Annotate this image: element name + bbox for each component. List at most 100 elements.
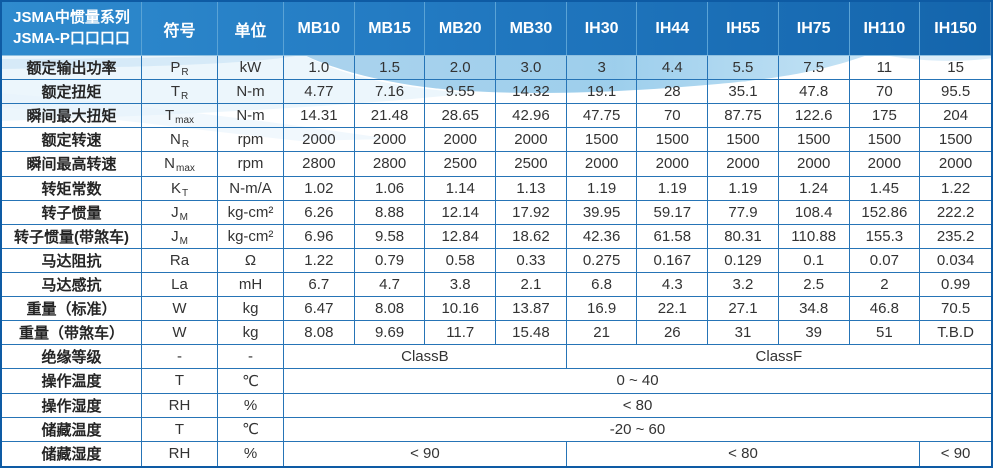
value-cell: 3.2 (708, 272, 779, 298)
row-label: 操作湿度 (2, 393, 143, 418)
span-value-cell: < 90 (284, 441, 567, 466)
value-cell: 1.24 (778, 176, 850, 201)
value-cell: 42.36 (566, 224, 638, 249)
symbol-base: - (177, 348, 183, 366)
value-cell: 39 (778, 321, 850, 346)
table-row: 绝缘等级 - - ClassB ClassF (2, 345, 991, 370)
value-cell: 70.5 (920, 297, 991, 322)
unit-cell: N-m (218, 104, 285, 129)
value-cell: 39.95 (566, 200, 638, 225)
value-cell: 47.8 (778, 80, 850, 105)
table-title-line2: JSMA-P口口口口 (13, 29, 130, 47)
row-label: 马达感抗 (2, 272, 143, 298)
value-cell: 31 (708, 321, 779, 346)
value-cell: 1500 (708, 128, 779, 153)
symbol-base: J (171, 203, 179, 221)
table-row: 储藏湿度 RH% < 90 < 80 < 90 (2, 441, 991, 466)
symbol-cell: JM (142, 224, 219, 249)
value-cell: 7.16 (354, 80, 426, 105)
row-label: 绝缘等级 (2, 345, 143, 370)
column-header-mb20: MB20 (425, 2, 497, 56)
value-cell: 70 (849, 80, 921, 105)
symbol-subscript: R (181, 67, 189, 79)
symbol-cell: W (142, 297, 219, 322)
symbol-base: K (170, 179, 181, 197)
value-cell: 1.02 (284, 176, 355, 201)
value-cell: 1.19 (637, 176, 709, 201)
symbol-base: T (174, 420, 185, 438)
value-cell: 2000 (778, 152, 850, 177)
value-cell: 2000 (496, 128, 567, 153)
symbol-base: N (164, 155, 175, 173)
symbol-cell: T (142, 369, 219, 394)
value-cell: 19.1 (566, 80, 638, 105)
symbol-cell: RH (142, 393, 219, 418)
value-cell: 235.2 (920, 225, 991, 249)
value-cell: 6.96 (284, 224, 355, 249)
unit-cell: kg (218, 321, 285, 346)
value-cell: 35.1 (708, 80, 779, 105)
table-row: 额定输出功率 PR kW 1.0 1.5 2.0 3.0 3 4.4 5.5 7.5 11 15 (2, 56, 991, 81)
value-cell: 9.58 (354, 224, 426, 249)
table-row: 瞬间最大扭矩 Tmax N-m 14.31 21.48 28.65 42.96 47.75 70… (2, 104, 991, 129)
value-cell: 42.96 (496, 104, 567, 129)
value-cell: 2000 (708, 152, 779, 177)
value-cell: 9.69 (354, 321, 426, 346)
value-cell: 28.65 (425, 104, 497, 129)
value-cell: 2000 (284, 128, 355, 153)
value-cell: 0.33 (496, 248, 567, 273)
value-cell: 18.62 (496, 224, 567, 249)
value-cell: 21.48 (354, 104, 426, 129)
value-cell: 12.84 (425, 224, 497, 249)
value-cell: 0.07 (849, 248, 921, 273)
value-cell: 16.9 (566, 297, 638, 322)
value-cell: 0.79 (354, 248, 426, 273)
value-cell: 2 (849, 272, 921, 298)
value-cell: 2000 (920, 152, 991, 177)
value-cell: 4.7 (354, 272, 426, 298)
value-cell: 1.06 (354, 176, 426, 201)
symbol-cell: W (142, 321, 219, 346)
symbol-cell: TR (142, 80, 219, 105)
column-header-mb30: MB30 (496, 2, 567, 56)
row-label: 操作温度 (2, 369, 143, 394)
symbol-cell: T (142, 417, 219, 442)
value-cell: 0.034 (920, 249, 991, 273)
table-body: 额定输出功率 PR kW 1.0 1.5 2.0 3.0 3 4.4 5.5 7.5 11 15 额定扭矩… (2, 56, 991, 466)
value-cell: 3.8 (425, 272, 497, 298)
symbol-base: T (164, 107, 175, 125)
span-value-cell: ClassB (284, 345, 567, 370)
value-cell: 6.8 (566, 272, 638, 298)
value-cell: 21 (566, 321, 638, 346)
row-label: 储藏温度 (2, 417, 143, 442)
symbol-cell: PR (142, 56, 219, 81)
row-label: 重量（带煞车） (2, 321, 143, 346)
table-title-line1: JSMA中惯量系列 (13, 9, 130, 27)
value-cell: 0.275 (566, 248, 638, 273)
value-cell: 61.58 (637, 224, 709, 249)
unit-cell: rpm (218, 128, 285, 153)
symbol-base: RH (168, 396, 191, 414)
symbol-base: La (171, 276, 188, 294)
span-value-cell: -20 ~ 60 (284, 418, 991, 442)
value-cell: 8.08 (354, 297, 426, 322)
value-cell: 1.19 (708, 176, 779, 201)
value-cell: 17.92 (496, 200, 567, 225)
symbol-subscript: max (175, 115, 195, 127)
table-row: 瞬间最高转速 Nmax rpm 2800 2800 2500 2500 2000 2000 200… (2, 152, 991, 177)
value-cell: 2000 (637, 152, 709, 177)
value-cell: 5.5 (708, 56, 779, 81)
span-value-cell: ClassF (566, 345, 991, 370)
value-cell: 4.77 (284, 80, 355, 105)
value-cell: 0.167 (637, 248, 709, 273)
column-header-ih30: IH30 (566, 2, 638, 56)
span-value-cell: < 90 (940, 445, 971, 463)
symbol-subscript: M (179, 211, 188, 223)
value-cell: 0.1 (778, 248, 850, 273)
value-cell: 95.5 (920, 80, 991, 105)
value-cell: 70 (637, 104, 709, 129)
table-row: 马达感抗 La mH 6.7 4.7 3.8 2.1 6.8 4.3 3.2 2.5 2 0.99 (2, 272, 991, 298)
table-row: 额定扭矩 TR N-m 4.77 7.16 9.55 14.32 19.1 28 35.1 47.8… (2, 80, 991, 105)
